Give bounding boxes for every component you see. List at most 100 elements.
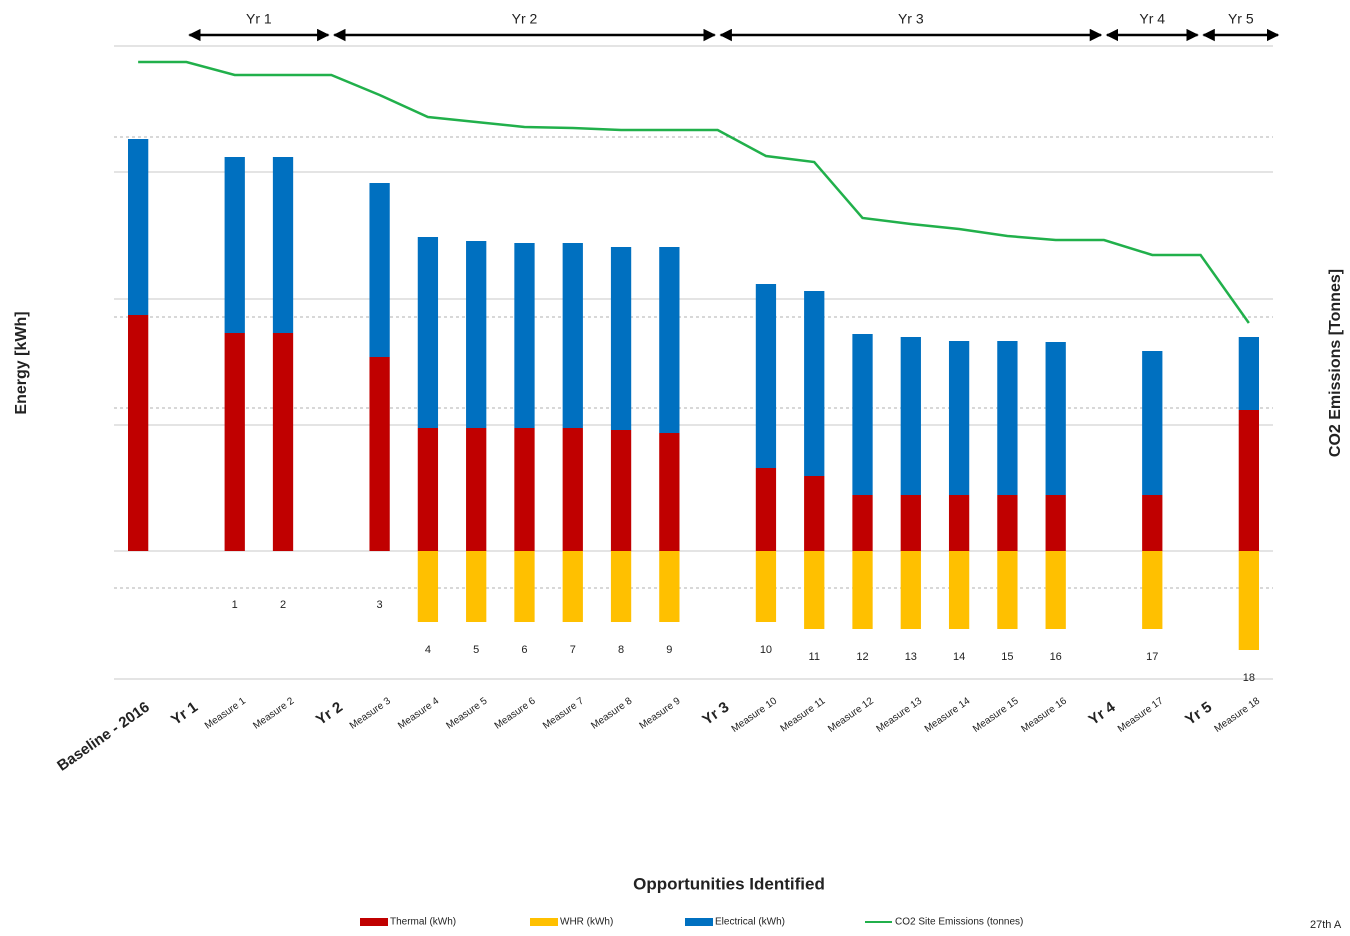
bar-segment (417, 428, 439, 551)
measure-number: 5 (473, 644, 479, 656)
measure-number: 18 (1243, 672, 1255, 684)
period-label: Yr 5 (1228, 11, 1254, 27)
measure-number: 9 (666, 644, 672, 656)
bar-segment (514, 428, 535, 551)
bar-segment (466, 551, 487, 622)
bar-segment (659, 551, 680, 622)
bar-segment (128, 315, 149, 551)
bar-segment (417, 551, 439, 622)
bar-segment (610, 247, 632, 430)
x-tick-label: Yr 1 (168, 699, 201, 729)
bar-segment (755, 551, 777, 622)
bar-segment (997, 551, 1018, 629)
measure-number: 14 (953, 651, 965, 663)
bar-segment (659, 433, 680, 551)
x-tick-label: Measure 18 (1213, 695, 1263, 735)
bar-segment (1142, 551, 1163, 629)
bar-segment (852, 495, 873, 551)
bar-segment (659, 247, 680, 433)
x-tick-label: Measure 2 (251, 695, 296, 731)
bar-segment (852, 551, 873, 629)
bar-segment (948, 495, 970, 551)
bar-segment (804, 551, 825, 629)
x-tick-label: Measure 17 (1116, 695, 1166, 735)
bar-segment (900, 495, 921, 551)
legend-label: WHR (kWh) (560, 917, 613, 928)
period-label: Yr 3 (898, 11, 924, 27)
legend-label: Electrical (kWh) (715, 917, 785, 928)
measure-number: 17 (1146, 651, 1158, 663)
period-label: Yr 4 (1139, 11, 1165, 27)
bar-segment (804, 291, 825, 476)
measure-number: 12 (856, 651, 868, 663)
bar-segment (224, 333, 245, 551)
bar-segment (562, 428, 583, 551)
x-tick-label: Yr 4 (1086, 698, 1120, 729)
bar-segment (1142, 351, 1163, 495)
bar-segment (948, 341, 970, 495)
measure-number: 6 (521, 644, 527, 656)
bar-segment (128, 139, 149, 315)
bar-segment (755, 468, 777, 551)
footer-text: 27th A (1310, 919, 1342, 931)
measure-number: 4 (425, 644, 431, 656)
x-tick-label: Measure 1 (203, 695, 248, 731)
bar-segment (948, 551, 970, 629)
x-tick-label: Measure 14 (923, 695, 973, 735)
bar-segment (514, 551, 535, 622)
bar-segment (852, 334, 873, 495)
bar-segment (900, 551, 921, 629)
bar-segment (997, 341, 1018, 495)
measure-number: 2 (280, 599, 286, 611)
bar-segment (1142, 495, 1163, 551)
x-tick-label: Yr 5 (1182, 699, 1215, 729)
x-tick-label: Measure 12 (826, 695, 876, 735)
x-tick-label: Measure 7 (541, 695, 586, 731)
x-tick-label: Measure 6 (493, 695, 538, 731)
measure-number: 8 (618, 644, 624, 656)
bar-segment (272, 157, 294, 333)
x-axis-title: Opportunities Identified (633, 874, 825, 893)
x-tick-label: Yr 3 (699, 699, 732, 729)
measure-number: 1 (232, 599, 238, 611)
bar-segment (562, 551, 583, 622)
bar-segment (417, 237, 439, 428)
measure-number: 3 (377, 599, 383, 611)
x-tick-label: Measure 13 (874, 695, 924, 735)
measure-number: 16 (1050, 651, 1062, 663)
x-tick-label: Measure 3 (348, 695, 393, 731)
bar-segment (369, 183, 390, 357)
legend-label: Thermal (kWh) (390, 917, 456, 928)
bar-segment (900, 337, 921, 495)
bar-segment (466, 428, 487, 551)
x-tick-label: Measure 10 (730, 695, 780, 735)
x-tick-label: Baseline - 2016 (54, 699, 153, 775)
period-label: Yr 2 (512, 11, 538, 27)
bar-segment (610, 551, 632, 622)
measure-number: 10 (760, 644, 772, 656)
emissions-line (138, 60, 1250, 324)
bar-segment (1045, 551, 1066, 629)
x-tick-label: Measure 9 (638, 695, 683, 731)
bar-segment (369, 357, 390, 551)
bar-segment (562, 243, 583, 428)
measure-number: 11 (809, 651, 820, 663)
x-tick-label: Measure 8 (589, 695, 634, 731)
bar-segment (466, 241, 487, 428)
y-axis-title: Energy [kWh] (13, 311, 30, 414)
bar-segment (224, 157, 245, 333)
bar-segment (755, 284, 777, 468)
bar-segment (610, 430, 632, 551)
x-tick-label: Measure 11 (778, 695, 827, 734)
x-tick-label: Measure 5 (444, 695, 489, 731)
legend-swatch (360, 918, 388, 926)
bar-segment (1045, 342, 1066, 495)
bar-segment (804, 476, 825, 551)
bar-segment (1238, 337, 1259, 410)
legend-label: CO2 Site Emissions (tonnes) (895, 917, 1023, 928)
x-tick-label: Yr 2 (313, 699, 346, 729)
measure-number: 7 (570, 644, 576, 656)
legend-swatch (685, 918, 713, 926)
